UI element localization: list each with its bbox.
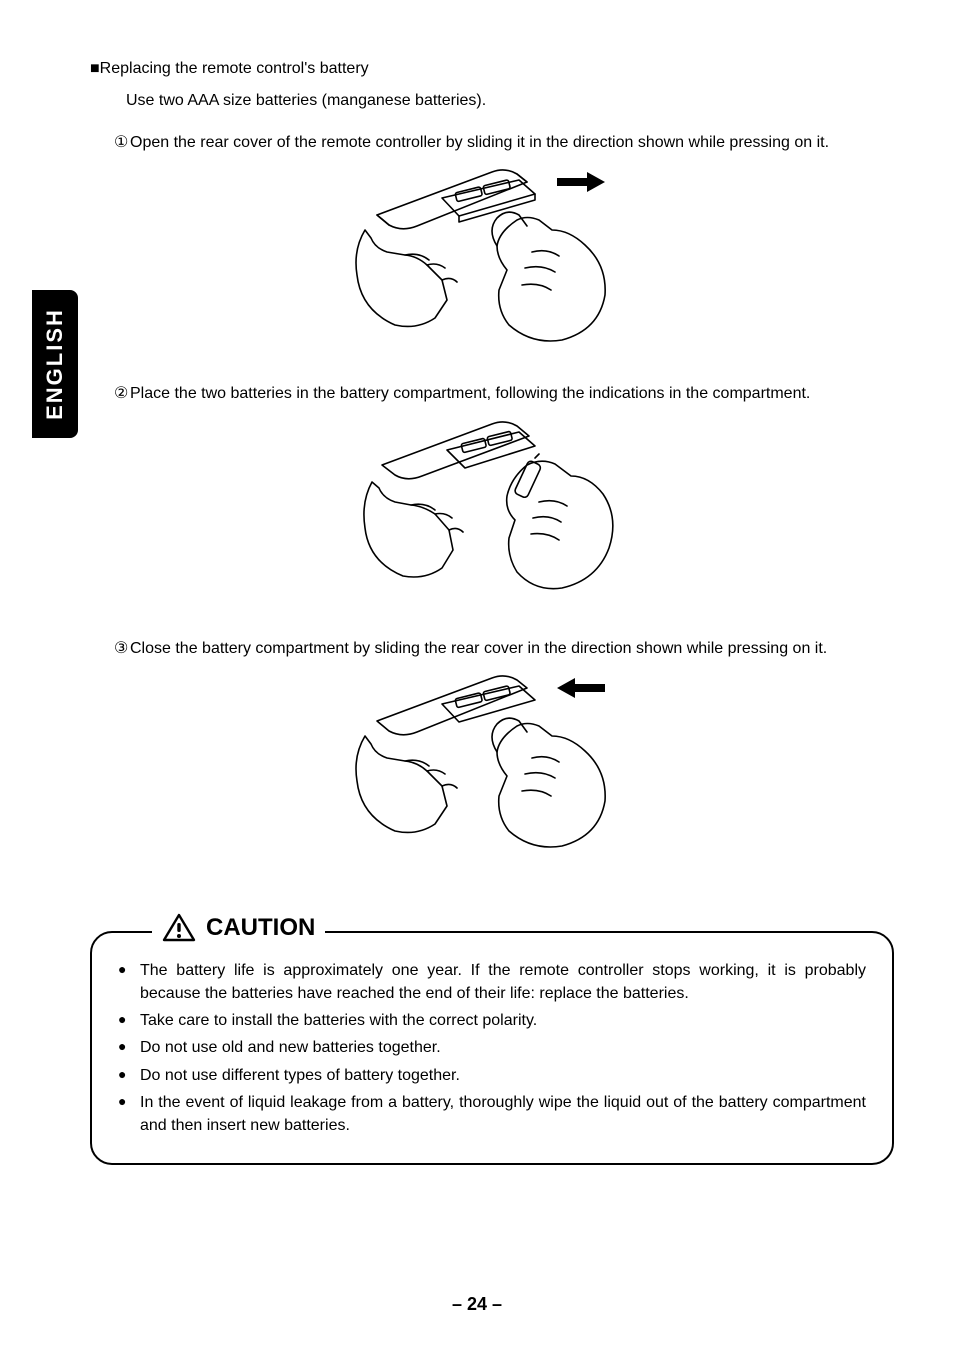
page-number: – 24 – bbox=[0, 1294, 954, 1315]
caution-item: In the event of liquid leakage from a ba… bbox=[118, 1091, 866, 1137]
language-tab-text: ENGLISH bbox=[42, 308, 68, 420]
caution-list: The battery life is approximately one ye… bbox=[118, 959, 866, 1137]
figure-3 bbox=[347, 666, 637, 861]
step-1-number: ① bbox=[114, 132, 130, 154]
figure-3-wrap bbox=[90, 666, 894, 861]
caution-item: The battery life is approximately one ye… bbox=[118, 959, 866, 1005]
caution-box: CAUTION The battery life is approximatel… bbox=[90, 931, 894, 1165]
step-1: ①Open the rear cover of the remote contr… bbox=[114, 132, 894, 154]
step-2: ②Place the two batteries in the battery … bbox=[114, 383, 894, 405]
caution-legend: CAUTION bbox=[152, 913, 325, 943]
heading-bullet: ■ bbox=[90, 60, 100, 77]
step-2-number: ② bbox=[114, 383, 130, 405]
language-tab: ENGLISH bbox=[32, 290, 78, 438]
step-1-text: Open the rear cover of the remote contro… bbox=[130, 134, 829, 151]
intro-text: Use two AAA size batteries (manganese ba… bbox=[126, 92, 894, 110]
figure-1 bbox=[347, 160, 637, 355]
step-2-text: Place the two batteries in the battery c… bbox=[130, 385, 810, 402]
heading-text: Replacing the remote control's battery bbox=[100, 60, 369, 77]
section-heading: ■Replacing the remote control's battery bbox=[90, 60, 894, 78]
caution-item: Do not use old and new batteries togethe… bbox=[118, 1036, 866, 1059]
step-3-number: ③ bbox=[114, 638, 130, 660]
caution-item: Take care to install the batteries with … bbox=[118, 1009, 866, 1032]
step-3: ③Close the battery compartment by slidin… bbox=[114, 638, 894, 660]
figure-1-wrap bbox=[90, 160, 894, 355]
figure-2 bbox=[357, 410, 627, 610]
caution-item: Do not use different types of battery to… bbox=[118, 1064, 866, 1087]
figure-2-wrap bbox=[90, 410, 894, 610]
step-3-text: Close the battery compartment by sliding… bbox=[130, 640, 827, 657]
caution-icon bbox=[162, 913, 196, 943]
caution-label: CAUTION bbox=[206, 914, 315, 942]
